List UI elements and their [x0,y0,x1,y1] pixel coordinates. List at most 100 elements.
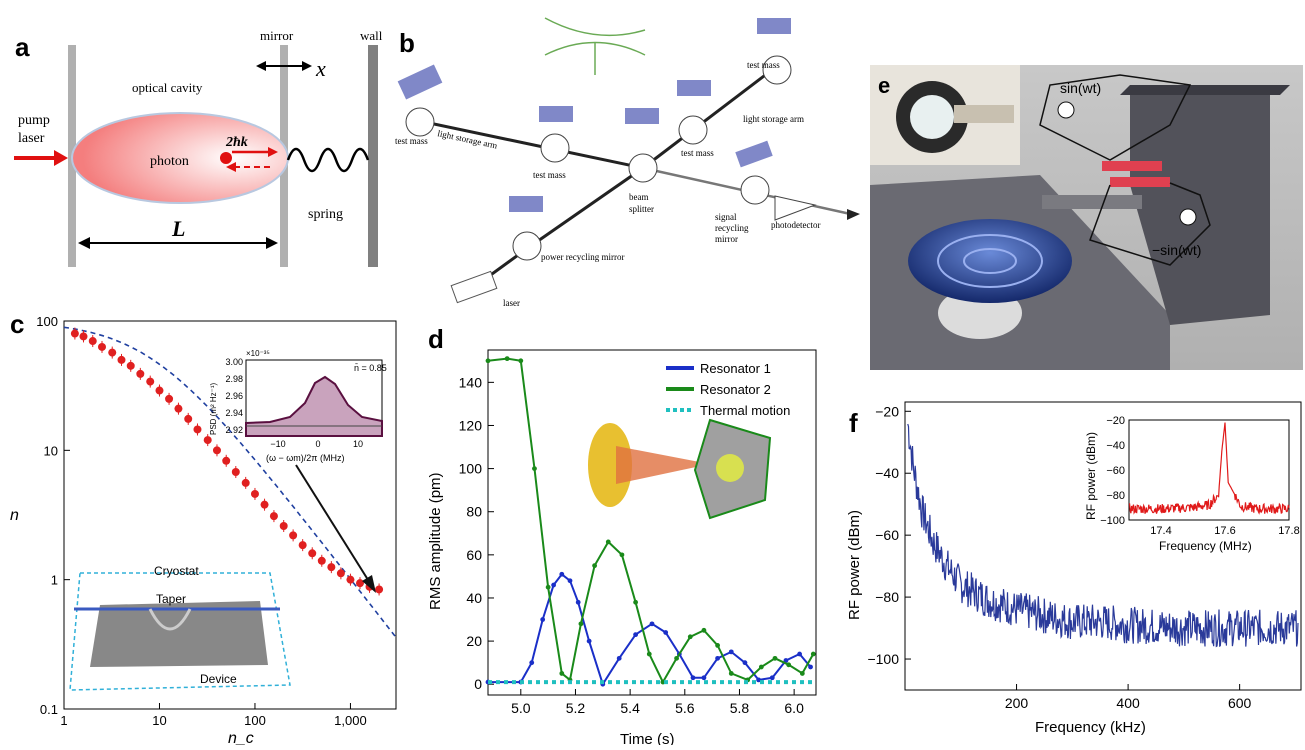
sin-label: sin(wt) [1060,80,1101,96]
series-point [701,627,707,633]
label-photodetector: photodetector [771,220,820,230]
photon-label: photon [150,154,189,169]
resonator-disk [716,454,744,482]
taper-dip [148,608,192,631]
series-point [674,655,679,661]
panel-c: c 1 10 100 1,000 0.1 1 10 100 n n_c n̄ = 0.85 … [0,305,420,747]
fit-curve [63,326,397,638]
y-tick-label: 20 [466,633,482,649]
inset-y-tick-label: −80 [1106,490,1125,502]
panel-a: a mirror wall x optical cavity pump lase… [0,0,400,300]
x-tick-label: 5.4 [620,700,640,716]
series-point [810,651,816,657]
x-tick-label: 5.6 [675,700,695,716]
series-point [786,662,792,668]
data-point [126,361,135,370]
series-point [545,584,551,590]
data-point [193,425,202,434]
data-point [260,500,269,509]
momentum-label: 2ħk [225,135,248,150]
data-point [346,575,355,584]
series-point [742,660,748,666]
x-tick-label: 5.8 [730,700,750,716]
device-chip [90,601,268,667]
x-tick-label: 5.2 [566,700,586,716]
series-point [619,552,625,558]
optical-cavity-label: optical cavity [132,80,203,95]
test-mass-left [405,107,435,137]
y-axis-label: n [10,507,19,524]
displacement-arrowhead-right [302,61,312,71]
inset-pointer-arrowhead [362,575,376,593]
data-point [279,521,288,530]
data-point [174,404,183,413]
inset-x-tick-label: 17.8 [1278,525,1299,537]
disk-ring-inner [963,248,1017,274]
panel-d: d 5.0 5.2 5.4 5.6 5.8 6.0 0 20 40 60 80 100 120 140 … [420,320,830,748]
inset-beam [954,105,1014,123]
data-point [375,585,384,594]
data-point [298,541,307,550]
data-point [136,369,145,378]
panel-letter-a: a [15,32,30,62]
data-point [146,377,155,386]
disk-resonator [908,219,1072,303]
legend-label: Thermal motion [700,403,790,418]
label-splitter: splitter [629,204,654,214]
data-point [241,478,250,487]
series-point [633,599,638,605]
data-point [355,579,364,588]
y-tick-label: −80 [875,589,899,605]
series-point [592,563,597,569]
pump-label: pump [18,113,50,128]
test-mass-mid [540,133,570,163]
panel-a-diagram: a mirror wall x optical cavity pump lase… [14,28,383,267]
series-point [756,677,761,683]
panel-b: b test mass light storage arm test mass [395,0,865,320]
x-tick-label: 200 [1005,695,1029,711]
inset-y-tick-label: −100 [1100,515,1125,527]
y-tick-label: 100 [459,461,483,477]
series-point [559,571,565,577]
x-tick-label: 1,000 [334,713,367,728]
right-arm-beam [642,58,786,170]
inset-x-tick-label: 17.6 [1214,525,1235,537]
y-tick-label: 80 [466,504,482,520]
y-tick-label: −40 [875,465,899,481]
panel-b-diagram: b test mass light storage arm test mass [395,17,860,308]
x-axis-label: Time (s) [620,731,674,745]
inset-x-tick-label: 17.4 [1150,525,1171,537]
panel-letter-e: e [878,73,890,98]
data-point [289,531,298,540]
panel-pr [509,196,543,212]
laser-box [450,270,498,304]
length-arrowhead-right [266,237,278,249]
series-point [663,630,669,635]
series-point [575,599,581,605]
y-tick-label: 0 [474,676,482,692]
plot-frame [63,320,397,710]
photodetector [774,195,817,221]
plot-frame [487,349,817,696]
x-tick-label: 400 [1116,695,1140,711]
x-tick-label: 100 [244,713,266,728]
series-point [559,671,565,676]
series-point [518,358,524,364]
y-tick-label: 1 [51,573,58,588]
y-tick-label: −100 [867,651,899,667]
right-block-top [1120,85,1290,95]
displacement-arrowhead-left [256,61,266,71]
data-point [155,386,164,395]
circuit-bottom [1089,182,1211,266]
label-mirror: mirror [715,234,738,244]
x-tick-label: 6.0 [784,700,804,716]
photon-arrowhead [268,147,278,157]
inset-x-tick-label: 0 [315,439,320,449]
length-arrowhead-left [78,237,90,249]
data-point [308,549,317,558]
panel-f-chart: f 200 400 600 −100 −80 −60 −40 −20 RF power (d… [846,401,1302,736]
data-point [108,348,117,357]
series-point [690,675,696,681]
photon-dot [220,152,232,164]
series-point [529,660,535,666]
